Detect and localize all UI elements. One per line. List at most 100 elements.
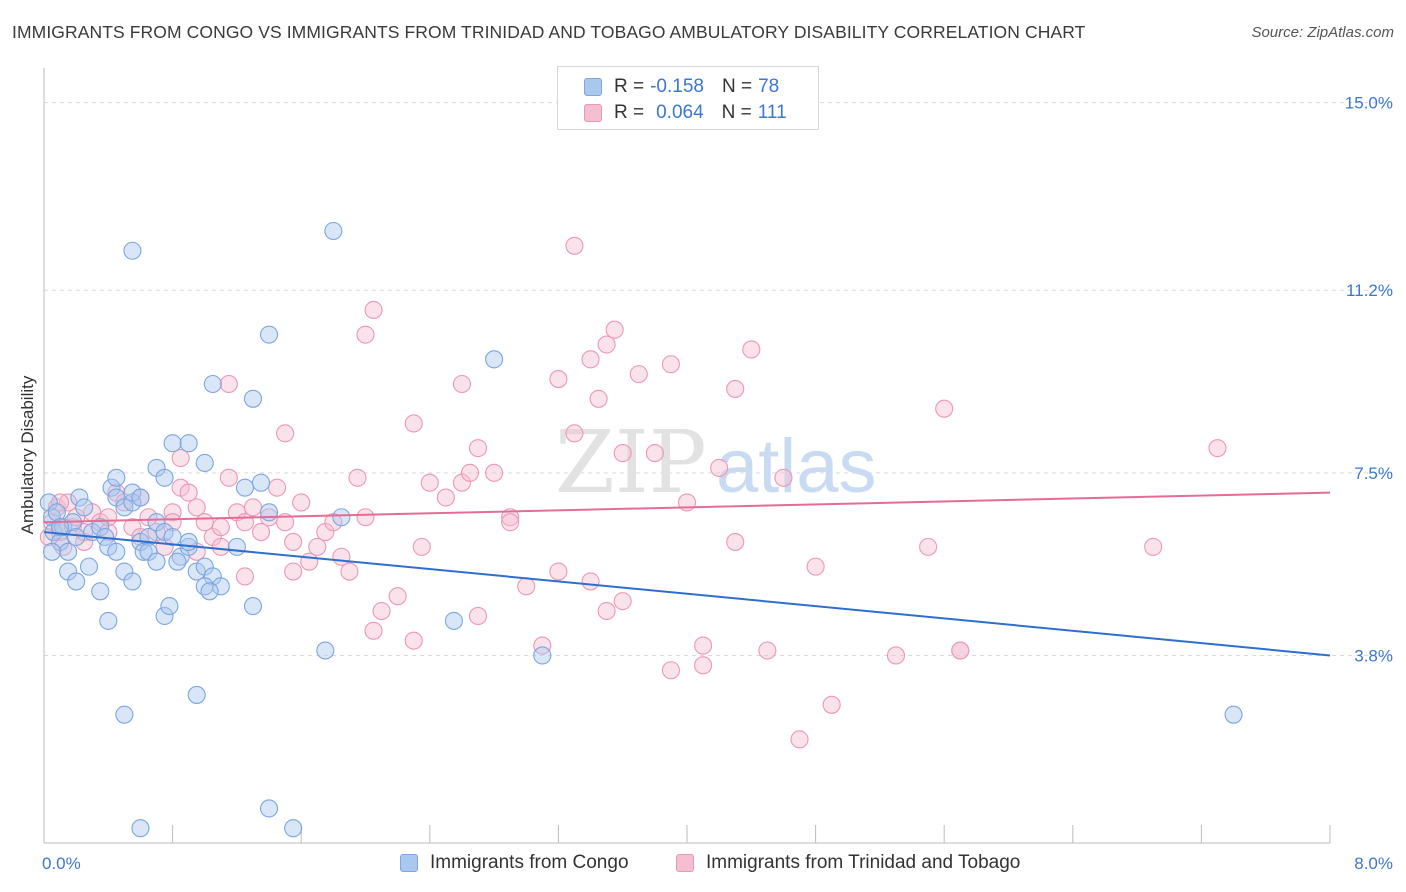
chart-title: IMMIGRANTS FROM CONGO VS IMMIGRANTS FROM… — [12, 22, 1086, 42]
congo-point — [131, 819, 150, 838]
congo-point — [163, 434, 182, 453]
trinidad-point — [332, 547, 351, 566]
trinidad-point — [284, 562, 303, 581]
trinidad-point — [886, 646, 906, 665]
congo-point — [243, 389, 263, 408]
trinidad-point — [356, 508, 375, 527]
n-label: N = — [721, 76, 753, 97]
trinidad-point — [565, 424, 584, 443]
congo-swatch — [400, 854, 418, 872]
r-value: 0.064 — [656, 102, 704, 123]
congo-point — [107, 542, 126, 561]
congo-point — [123, 241, 142, 260]
trinidad-point — [501, 513, 520, 532]
trinidad-point — [951, 641, 970, 660]
trinidad-point — [251, 523, 271, 542]
n-label: N = — [721, 102, 752, 123]
trinidad-point — [356, 325, 375, 344]
y-tick-label: 7.5% — [1354, 464, 1393, 483]
legend-label: Immigrants from Trinidad and Tobago — [706, 852, 1021, 873]
trinidad-point — [412, 537, 431, 556]
trinidad-point — [549, 562, 568, 581]
legend-label: Immigrants from Congo — [430, 852, 629, 873]
watermark-atlas: atlas — [716, 424, 877, 509]
trinidad-point — [565, 236, 584, 255]
congo-point — [259, 325, 279, 344]
congo-point — [227, 537, 246, 556]
congo-point — [75, 498, 94, 517]
trinidad-trend-line — [43, 491, 1331, 524]
congo-point — [123, 572, 142, 591]
congo-point — [131, 488, 150, 507]
congo-point — [147, 552, 166, 571]
trinidad-point — [211, 537, 230, 556]
congo-point — [91, 582, 110, 601]
trinidad-point — [308, 537, 327, 556]
congo-point — [70, 488, 89, 507]
trinidad-point — [276, 424, 295, 443]
congo-point — [160, 597, 179, 616]
trinidad-point — [372, 601, 391, 621]
congo-point — [59, 542, 78, 561]
trinidad-point — [485, 463, 504, 482]
trinidad-point — [613, 592, 632, 611]
trinidad-point — [517, 577, 536, 596]
congo-point — [332, 508, 351, 527]
trinidad-point — [300, 552, 319, 571]
x-tick-label: 8.0% — [1354, 854, 1393, 873]
congo-point — [134, 542, 153, 561]
trinidad-point — [581, 350, 600, 369]
trinidad-point — [468, 439, 488, 458]
trend-lines — [43, 491, 1331, 657]
tick-labels: 3.8% 7.5% 11.2% 15.0% 0.0% 8.0% — [42, 94, 1393, 873]
gridlines — [44, 102, 1392, 656]
trinidad-point — [758, 641, 777, 660]
legend-item-congo[interactable]: Immigrants from Congo — [400, 852, 629, 874]
congo-point — [195, 453, 214, 473]
congo-point — [211, 577, 230, 596]
congo-point — [67, 527, 86, 547]
legend-item-trinidad[interactable]: Immigrants from Trinidad and Tobago — [676, 852, 1020, 874]
trinidad-point — [710, 458, 729, 477]
x-tick-label: 0.0% — [42, 854, 81, 873]
congo-point — [187, 685, 206, 704]
trinidad-point — [1208, 439, 1227, 458]
trinidad-point — [420, 473, 439, 492]
trinidad-point — [284, 532, 303, 551]
trinidad-point — [549, 370, 568, 389]
trinidad-point — [219, 468, 238, 487]
trinidad-swatch — [584, 104, 602, 122]
congo-point — [155, 468, 174, 487]
trinidad-point — [589, 389, 608, 408]
r-label: R = — [614, 102, 645, 123]
trinidad-point — [219, 374, 238, 394]
trinidad-point — [54, 537, 73, 556]
y-tick-label: 3.8% — [1354, 646, 1393, 665]
trinidad-point — [790, 730, 809, 749]
trinidad-point — [404, 414, 423, 433]
trinidad-point — [404, 631, 423, 650]
congo-point — [235, 478, 254, 497]
trinidad-point — [581, 572, 600, 591]
trinidad-point — [235, 513, 254, 532]
trinidad-point — [235, 567, 254, 586]
congo-point — [533, 646, 552, 665]
congo-point — [67, 572, 86, 591]
trinidad-point — [243, 498, 263, 517]
trinidad-point — [613, 444, 632, 463]
trinidad-point — [694, 656, 713, 675]
trinidad-point — [645, 444, 664, 463]
congo-point — [179, 532, 198, 551]
trinidad-point — [605, 320, 624, 339]
congo-point — [203, 374, 222, 394]
trinidad-point — [179, 483, 198, 502]
congo-point — [259, 503, 279, 522]
trinidad-point — [919, 537, 938, 556]
trinidad-point — [460, 463, 480, 482]
trinidad-point — [726, 379, 745, 398]
congo-point — [200, 582, 219, 601]
trinidad-point — [340, 562, 359, 581]
trinidad-point — [935, 399, 954, 418]
trinidad-point — [661, 355, 680, 374]
trinidad-point — [1144, 537, 1163, 556]
